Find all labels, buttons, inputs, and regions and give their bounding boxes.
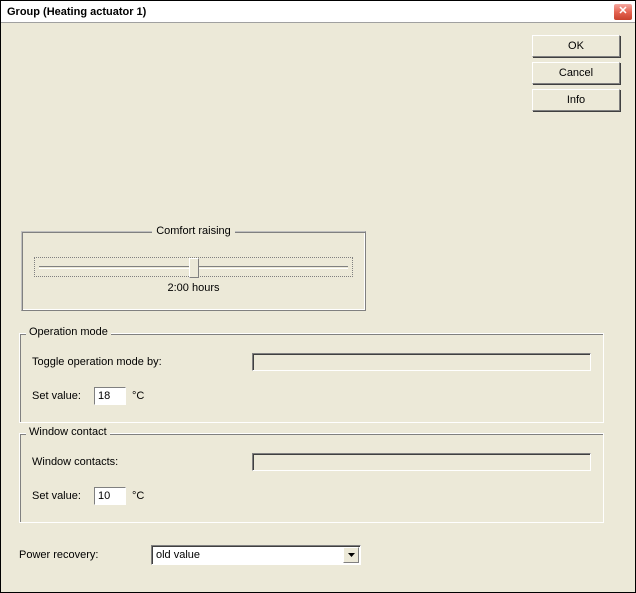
- operation-mode-title: Operation mode: [26, 326, 111, 338]
- comfort-value: 2:00 hours: [22, 282, 365, 294]
- toggle-label: Toggle operation mode by:: [32, 356, 252, 368]
- comfort-slider[interactable]: [34, 257, 353, 277]
- power-recovery-row: Power recovery: old value: [19, 545, 361, 565]
- comfort-label-wrap: Comfort raising: [22, 225, 365, 237]
- operation-setvalue-row: Set value: °C: [32, 386, 591, 406]
- content-area: OK Cancel Info Comfort raising 2:00 hour…: [1, 23, 635, 592]
- operation-mode-group: Operation mode Toggle operation mode by:…: [19, 333, 604, 423]
- info-button[interactable]: Info: [532, 89, 620, 111]
- comfort-raising-label: Comfort raising: [152, 225, 235, 237]
- window-setvalue-label: Set value:: [32, 490, 94, 502]
- slider-thumb[interactable]: [189, 258, 199, 278]
- close-icon: ✕: [618, 6, 627, 17]
- contacts-display: [252, 453, 591, 471]
- power-recovery-label: Power recovery:: [19, 549, 151, 561]
- operation-setvalue-input[interactable]: [94, 387, 126, 405]
- comfort-raising-panel: Comfort raising 2:00 hours: [21, 231, 366, 311]
- window-setvalue-input[interactable]: [94, 487, 126, 505]
- button-stack: OK Cancel Info: [532, 35, 620, 111]
- toggle-display: [252, 353, 591, 371]
- contacts-row: Window contacts:: [32, 452, 591, 472]
- ok-button[interactable]: OK: [532, 35, 620, 57]
- operation-setvalue-label: Set value:: [32, 390, 94, 402]
- operation-unit: °C: [132, 390, 144, 402]
- toggle-row: Toggle operation mode by:: [32, 352, 591, 372]
- slider-groove: [39, 266, 348, 269]
- window-unit: °C: [132, 490, 144, 502]
- cancel-button[interactable]: Cancel: [532, 62, 620, 84]
- titlebar: Group (Heating actuator 1) ✕: [1, 1, 635, 23]
- window-setvalue-row: Set value: °C: [32, 486, 591, 506]
- dialog-window: Group (Heating actuator 1) ✕ OK Cancel I…: [0, 0, 636, 593]
- close-button[interactable]: ✕: [613, 3, 633, 21]
- power-recovery-combo[interactable]: old value: [151, 545, 361, 565]
- window-contact-group: Window contact Window contacts: Set valu…: [19, 433, 604, 523]
- window-title: Group (Heating actuator 1): [7, 6, 146, 18]
- window-contact-title: Window contact: [26, 426, 110, 438]
- power-recovery-value: old value: [156, 549, 200, 561]
- contacts-label: Window contacts:: [32, 456, 252, 468]
- chevron-down-icon: [343, 547, 359, 563]
